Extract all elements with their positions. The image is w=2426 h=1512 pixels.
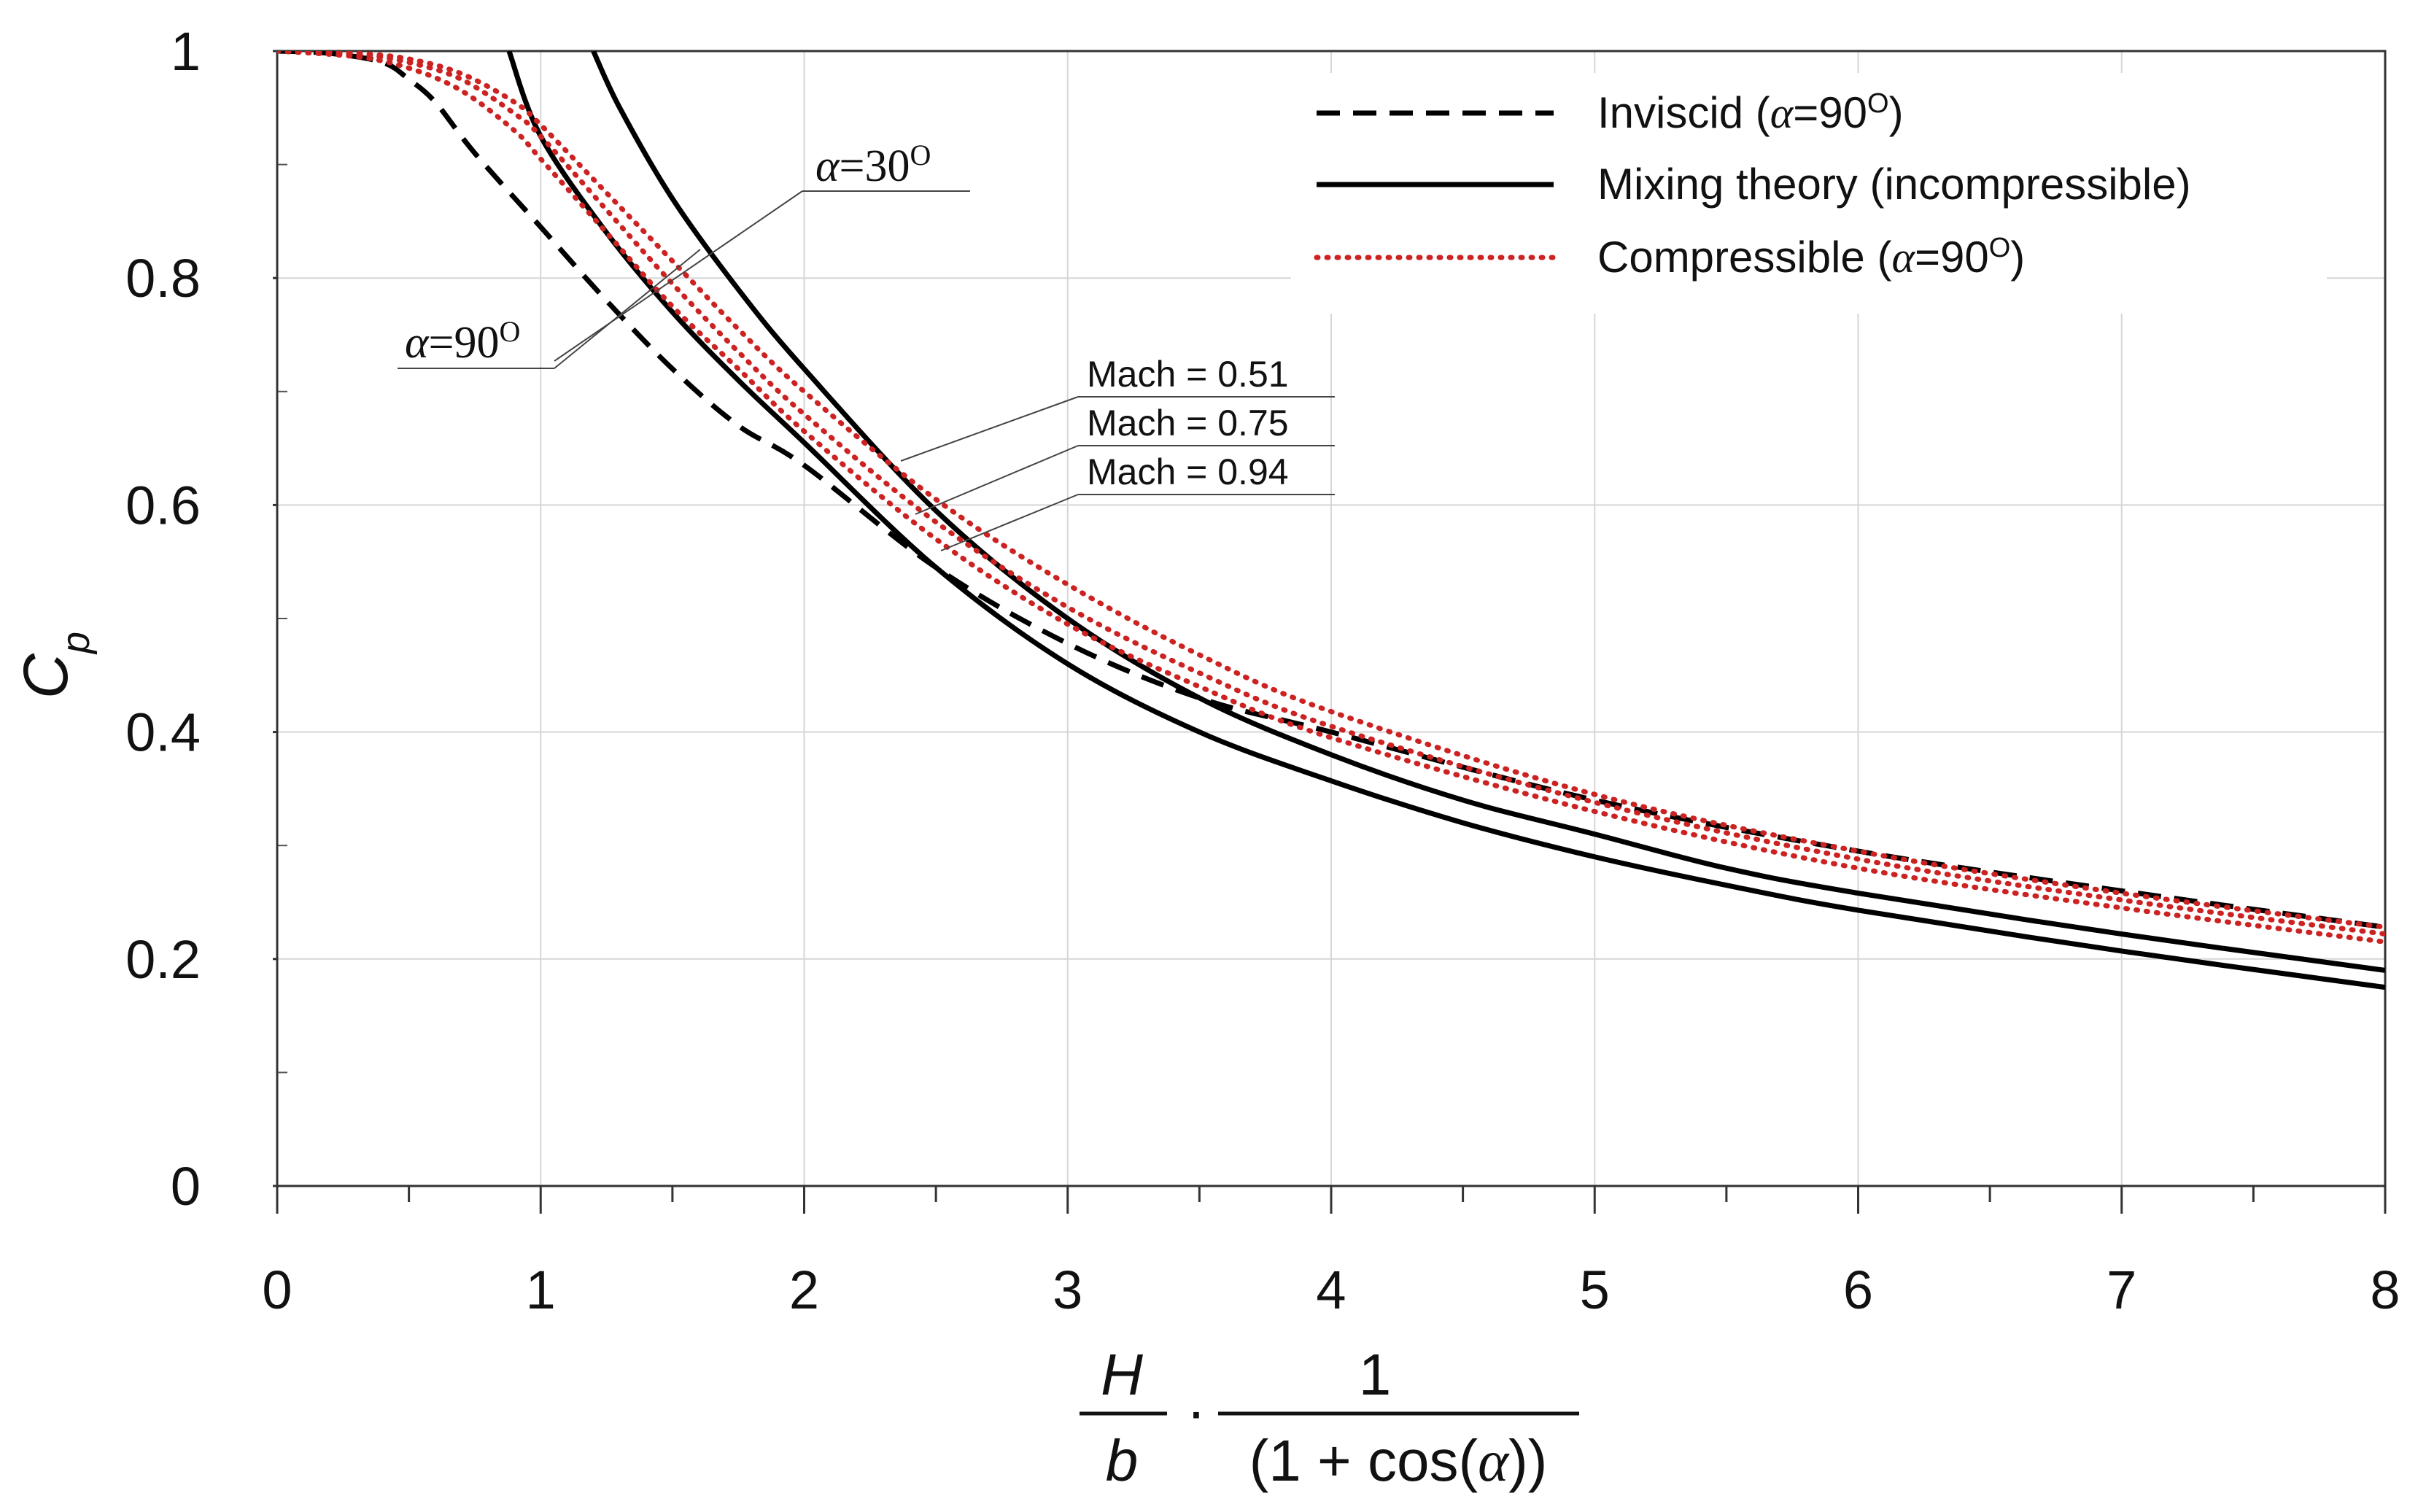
x-label-dot: · [1187,1379,1206,1443]
axes [273,50,2387,1214]
alpha-90-leader-diag [554,249,701,369]
series-line-mixing-theory-30 [591,51,2385,973]
mach-094-leader [940,494,1079,551]
mach-075-leader [915,445,1079,515]
series-lines [277,51,2385,990]
x-label-b: b [1106,1428,1139,1493]
x-label-one: 1 [1359,1342,1392,1407]
alpha-30-label: α=30O [815,139,931,192]
tick-labels: 0 1 2 3 4 5 6 7 8 0 0.2 0.4 0.6 0.8 1 [125,21,2400,1320]
x-axis-label: H b · 1 (1 + cos(α)) [1080,1342,1579,1494]
y-tick-label: 0.8 [125,248,201,309]
legend-label-compressible: Compressible (α=90O) [1597,233,2025,282]
mach-label-051: Mach = 0.51 [1087,354,1289,395]
x-tick-label: 7 [2107,1260,2136,1320]
x-tick-label: 0 [262,1260,292,1320]
x-tick-label: 2 [789,1260,819,1320]
x-tick-label: 3 [1053,1260,1082,1320]
x-tick-label: 4 [1316,1260,1346,1320]
alpha-90-annotation: α=90O [398,249,701,369]
y-tick-label: 0.4 [125,702,201,763]
y-tick-label: 0.2 [125,929,201,990]
y-axis-label: Cp [11,632,98,699]
x-label-H: H [1101,1342,1143,1407]
mach-label-094: Mach = 0.94 [1087,451,1289,492]
legend: Inviscid (α=90O) Mixing theory (incompre… [1291,73,2327,314]
y-tick-label: 0 [171,1156,201,1217]
alpha-30-leader-diag [554,190,803,362]
mach-051-leader [900,396,1079,462]
y-tick-label: 0.6 [125,475,201,535]
x-tick-label: 6 [1843,1260,1873,1320]
y-tick-label: 1 [171,21,201,82]
mach-annotations: Mach = 0.51 Mach = 0.75 Mach = 0.94 [900,354,1335,551]
alpha-90-label: α=90O [405,315,520,368]
mach-label-075: Mach = 0.75 [1087,403,1289,443]
legend-label-inviscid: Inviscid (α=90O) [1597,88,1904,137]
series-line-compressible-mach-0-94 [277,51,2385,930]
x-tick-label: 8 [2370,1260,2400,1320]
series-line-mixing-theory-90 [506,51,2385,990]
plot-border [276,50,2387,1187]
series-line-compressible-mach-0-75 [277,51,2385,937]
x-label-denominator: (1 + cos(α)) [1249,1428,1548,1494]
x-tick-label: 5 [1580,1260,1610,1320]
legend-label-mixing: Mixing theory (incompressible) [1597,160,2191,209]
x-tick-label: 1 [526,1260,556,1320]
alpha-30-annotation: α=30O [554,139,970,362]
